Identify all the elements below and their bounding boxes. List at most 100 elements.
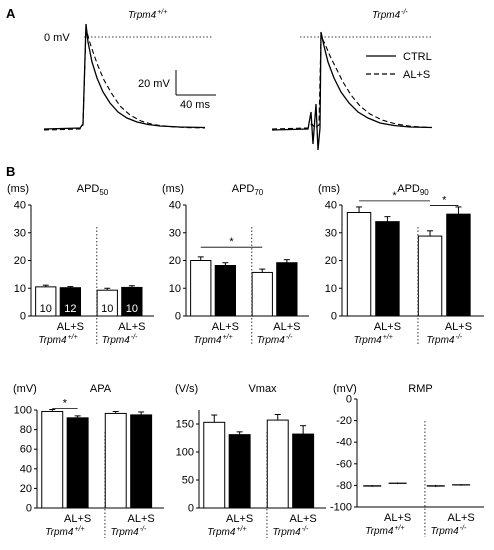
bar-als xyxy=(292,433,315,509)
treatment-label: AL+S xyxy=(374,321,401,333)
treatment-label: AL+S xyxy=(448,512,475,524)
bar-ctrl xyxy=(266,419,289,509)
y-unit-label: (mV) xyxy=(13,383,37,395)
y-tick-label: 10 xyxy=(325,283,337,295)
trace-wt-als xyxy=(43,27,206,131)
y-unit-label: (V/s) xyxy=(175,383,198,395)
chart-6: RMP(mV)0-20-40-60-80-100AL+STrpm4+/+AL+S… xyxy=(330,383,484,537)
y-tick-label: 0 xyxy=(20,311,26,323)
y-tick-label: 60 xyxy=(20,444,32,456)
genotype-label: Trpm4-/- xyxy=(257,334,293,346)
genotype-label: Trpm4-/- xyxy=(273,526,309,538)
significance-star: * xyxy=(442,195,447,207)
chart-title: APA xyxy=(90,383,112,395)
trace-ko-ctrl xyxy=(271,31,433,151)
y-tick-label: 30 xyxy=(169,227,181,239)
bar-ctrl xyxy=(96,289,118,317)
y-tick-label: 0 xyxy=(188,503,194,515)
bar-als xyxy=(446,213,471,317)
bar-als xyxy=(130,414,153,509)
panel-a-letter: A xyxy=(6,6,16,21)
genotype-label: Trpm4-/- xyxy=(102,334,138,346)
genotype-label: Trpm4+/+ xyxy=(38,334,77,346)
y-tick-label: 0 xyxy=(26,503,32,515)
bar-ctrl xyxy=(346,211,372,317)
y-tick-label: 40 xyxy=(325,200,337,212)
chart-title: APD50 xyxy=(77,183,109,197)
y-tick-label: 100 xyxy=(176,447,194,459)
genotype-label: Trpm4+/+ xyxy=(193,334,232,346)
genotype-ko-title: Trpm4-/- xyxy=(372,9,408,21)
y-tick-label: -100 xyxy=(330,502,352,514)
y-tick-label: -20 xyxy=(336,415,352,427)
genotype-label: Trpm4+/+ xyxy=(354,334,393,346)
y-tick-label: 50 xyxy=(182,475,194,487)
legend-ctrl-label: CTRL xyxy=(403,51,432,63)
bar-als xyxy=(276,262,298,317)
genotype-label: Trpm4-/- xyxy=(111,526,147,538)
y-tick-label: -80 xyxy=(336,480,352,492)
legend: CTRL AL+S xyxy=(366,51,432,81)
treatment-label: AL+S xyxy=(212,321,239,333)
y-tick-label: 40 xyxy=(169,200,181,212)
y-tick-label: 100 xyxy=(14,405,32,417)
treatment-label: AL+S xyxy=(64,513,91,525)
bar-als xyxy=(66,417,89,509)
treatment-label: AL+S xyxy=(273,321,300,333)
genotype-label: Trpm4+/+ xyxy=(365,525,404,537)
n-label: 10 xyxy=(40,303,52,315)
chart-title: APD70 xyxy=(232,183,264,197)
bar-ctrl xyxy=(417,235,443,317)
y-tick-label: 20 xyxy=(14,255,26,267)
treatment-label: AL+S xyxy=(57,321,84,333)
bar-ctrl xyxy=(190,260,212,317)
bar-ctrl xyxy=(104,412,127,509)
panel-b-letter: B xyxy=(6,164,15,179)
y-tick-label: -40 xyxy=(336,437,352,449)
bar-als xyxy=(214,264,237,317)
y-tick-label: 40 xyxy=(20,463,32,475)
n-label: 10 xyxy=(126,303,138,315)
y-unit-label: (ms) xyxy=(7,183,29,195)
bar-als xyxy=(228,434,251,509)
bar-als xyxy=(59,287,82,317)
y-tick-label: 150 xyxy=(176,419,194,431)
y-tick-label: 0 xyxy=(346,394,352,406)
n-label: 10 xyxy=(101,303,113,315)
treatment-label: AL+S xyxy=(384,512,411,524)
legend-als-label: AL+S xyxy=(403,69,430,81)
chart-5: Vmax(V/s)050100150AL+STrpm4+/+AL+STrpm4-… xyxy=(175,383,326,538)
genotype-wt-title: Trpm4+/+ xyxy=(128,9,167,21)
y-tick-label: 10 xyxy=(14,283,26,295)
chart-title: Vmax xyxy=(248,383,277,395)
genotype-label: Trpm4+/+ xyxy=(45,526,84,538)
significance-star: * xyxy=(229,236,234,248)
y-unit-label: (mV) xyxy=(333,383,357,395)
zero-mv-label: 0 mV xyxy=(44,32,70,44)
chart-4: APA(mV)020406080100AL+STrpm4+/+AL+STrpm4… xyxy=(13,383,164,538)
chart-title: RMP xyxy=(408,383,432,395)
significance-star: * xyxy=(63,398,68,410)
bar-ctrl xyxy=(41,410,64,509)
chart-2: APD70(ms)010203040AL+STrpm4+/+AL+STrpm4-… xyxy=(162,183,309,346)
n-label: 12 xyxy=(64,303,76,315)
scalebar-time-label: 40 ms xyxy=(180,99,210,111)
y-tick-label: 20 xyxy=(325,255,337,267)
treatment-label: AL+S xyxy=(128,513,155,525)
bar-ctrl xyxy=(35,286,57,317)
genotype-label: Trpm4-/- xyxy=(431,525,467,537)
y-tick-label: 10 xyxy=(169,283,181,295)
significance-star: * xyxy=(392,190,397,202)
treatment-label: AL+S xyxy=(118,321,145,333)
y-tick-label: 0 xyxy=(175,311,181,323)
treatment-label: AL+S xyxy=(445,321,472,333)
y-tick-label: 30 xyxy=(325,227,337,239)
bar-ctrl xyxy=(203,421,226,509)
y-tick-label: 0 xyxy=(331,311,337,323)
y-tick-label: 40 xyxy=(14,200,26,212)
y-tick-label: 30 xyxy=(14,227,26,239)
y-tick-label: -60 xyxy=(336,458,352,470)
